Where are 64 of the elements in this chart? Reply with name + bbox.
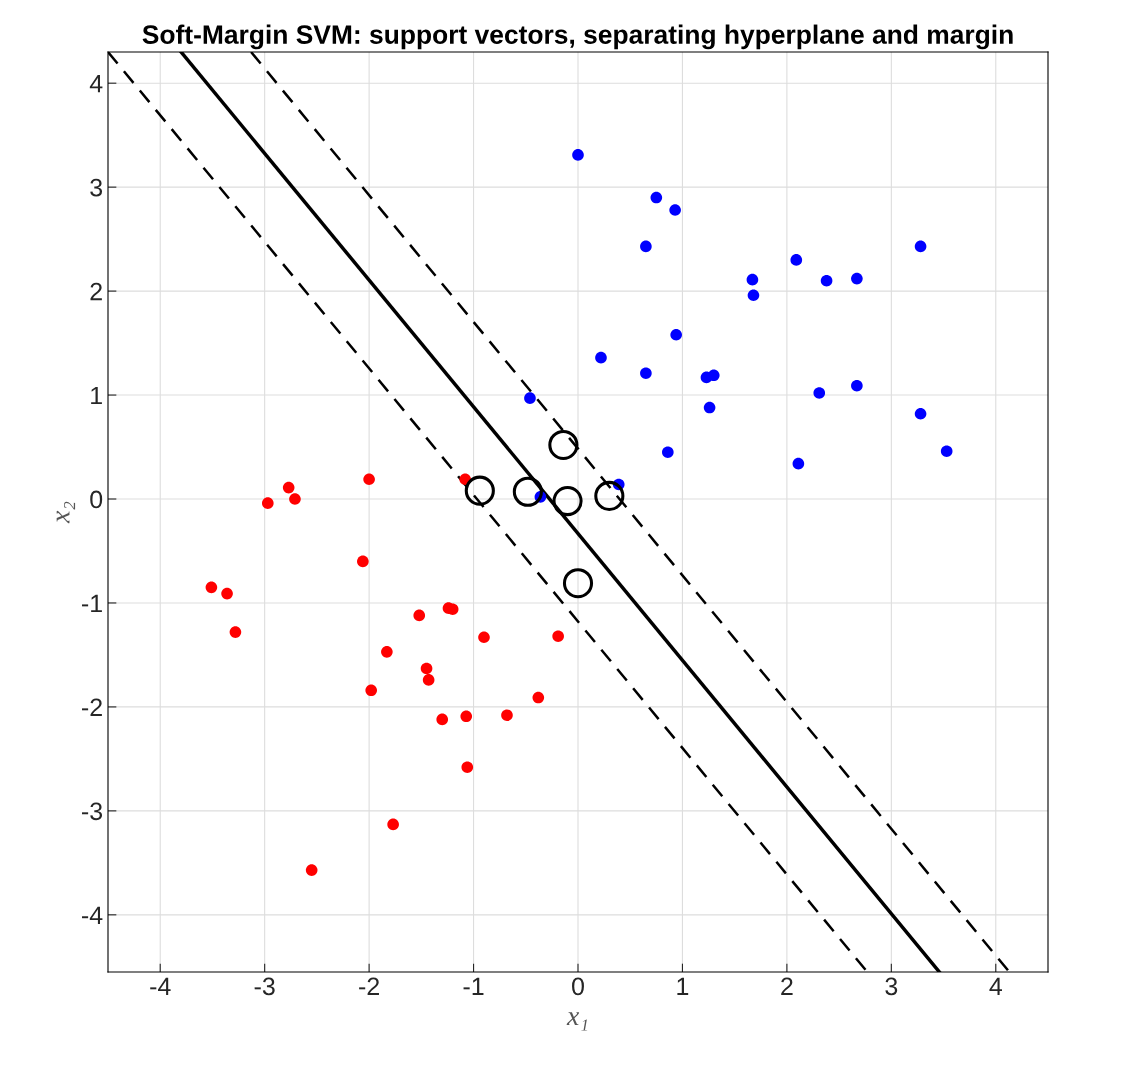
y-tick-label: -2 — [82, 698, 102, 716]
point — [381, 646, 393, 658]
point — [387, 818, 399, 831]
point — [940, 445, 953, 457]
y-tick-label: 4 — [89, 75, 103, 93]
point — [813, 387, 826, 399]
chart-title: Soft-Margin SVM: support vectors, separating hyperplane and margin — [142, 24, 1013, 50]
point — [363, 473, 375, 486]
point — [914, 240, 927, 253]
y-tick-label: 0 — [90, 490, 103, 509]
y-tick-label: -1 — [82, 594, 102, 613]
point — [640, 240, 652, 253]
x-tick-label: 2 — [781, 977, 793, 995]
x-tick-label: -2 — [359, 977, 379, 995]
point — [650, 191, 663, 204]
point — [572, 149, 584, 161]
point — [461, 761, 474, 774]
point — [413, 609, 426, 622]
point — [229, 626, 242, 638]
y-tick-label: 3 — [90, 178, 103, 197]
point — [422, 674, 435, 686]
point — [420, 662, 433, 675]
point — [851, 272, 863, 285]
y-tick-label: 2 — [90, 282, 102, 301]
x-tick-label: 1 — [677, 977, 689, 995]
point — [261, 497, 274, 509]
point — [436, 713, 449, 726]
y-tick-label: -3 — [82, 802, 103, 821]
point — [289, 493, 301, 505]
point — [820, 274, 833, 287]
point — [478, 631, 490, 644]
point — [669, 204, 681, 216]
point — [501, 709, 513, 722]
point — [305, 864, 318, 876]
x-tick-label: 4 — [989, 977, 1002, 995]
point — [532, 691, 545, 704]
x-tick-label: -3 — [254, 977, 275, 996]
y-tick-label: -4 — [82, 906, 103, 924]
y-tick-label: 1 — [91, 386, 102, 405]
point — [790, 254, 803, 266]
point — [357, 555, 369, 568]
point — [552, 630, 564, 643]
point — [365, 684, 378, 697]
x-tick-label: -4 — [150, 977, 171, 995]
x-tick-label: 3 — [885, 977, 898, 996]
point — [524, 392, 536, 404]
y-axis-title: x₂ — [56, 501, 76, 524]
point — [460, 710, 473, 723]
point — [851, 379, 863, 392]
point — [703, 401, 716, 414]
point — [670, 328, 682, 341]
point — [914, 407, 927, 420]
point — [662, 446, 674, 459]
x-tick-label: -1 — [463, 977, 484, 995]
point — [205, 581, 218, 594]
point — [595, 351, 607, 364]
point — [792, 457, 805, 470]
point — [746, 273, 759, 286]
x-tick-label: 0 — [572, 977, 584, 996]
point — [640, 367, 652, 380]
point — [221, 587, 233, 600]
point — [282, 481, 295, 494]
point — [747, 289, 760, 302]
x-axis-title: x₁ — [566, 1012, 588, 1031]
